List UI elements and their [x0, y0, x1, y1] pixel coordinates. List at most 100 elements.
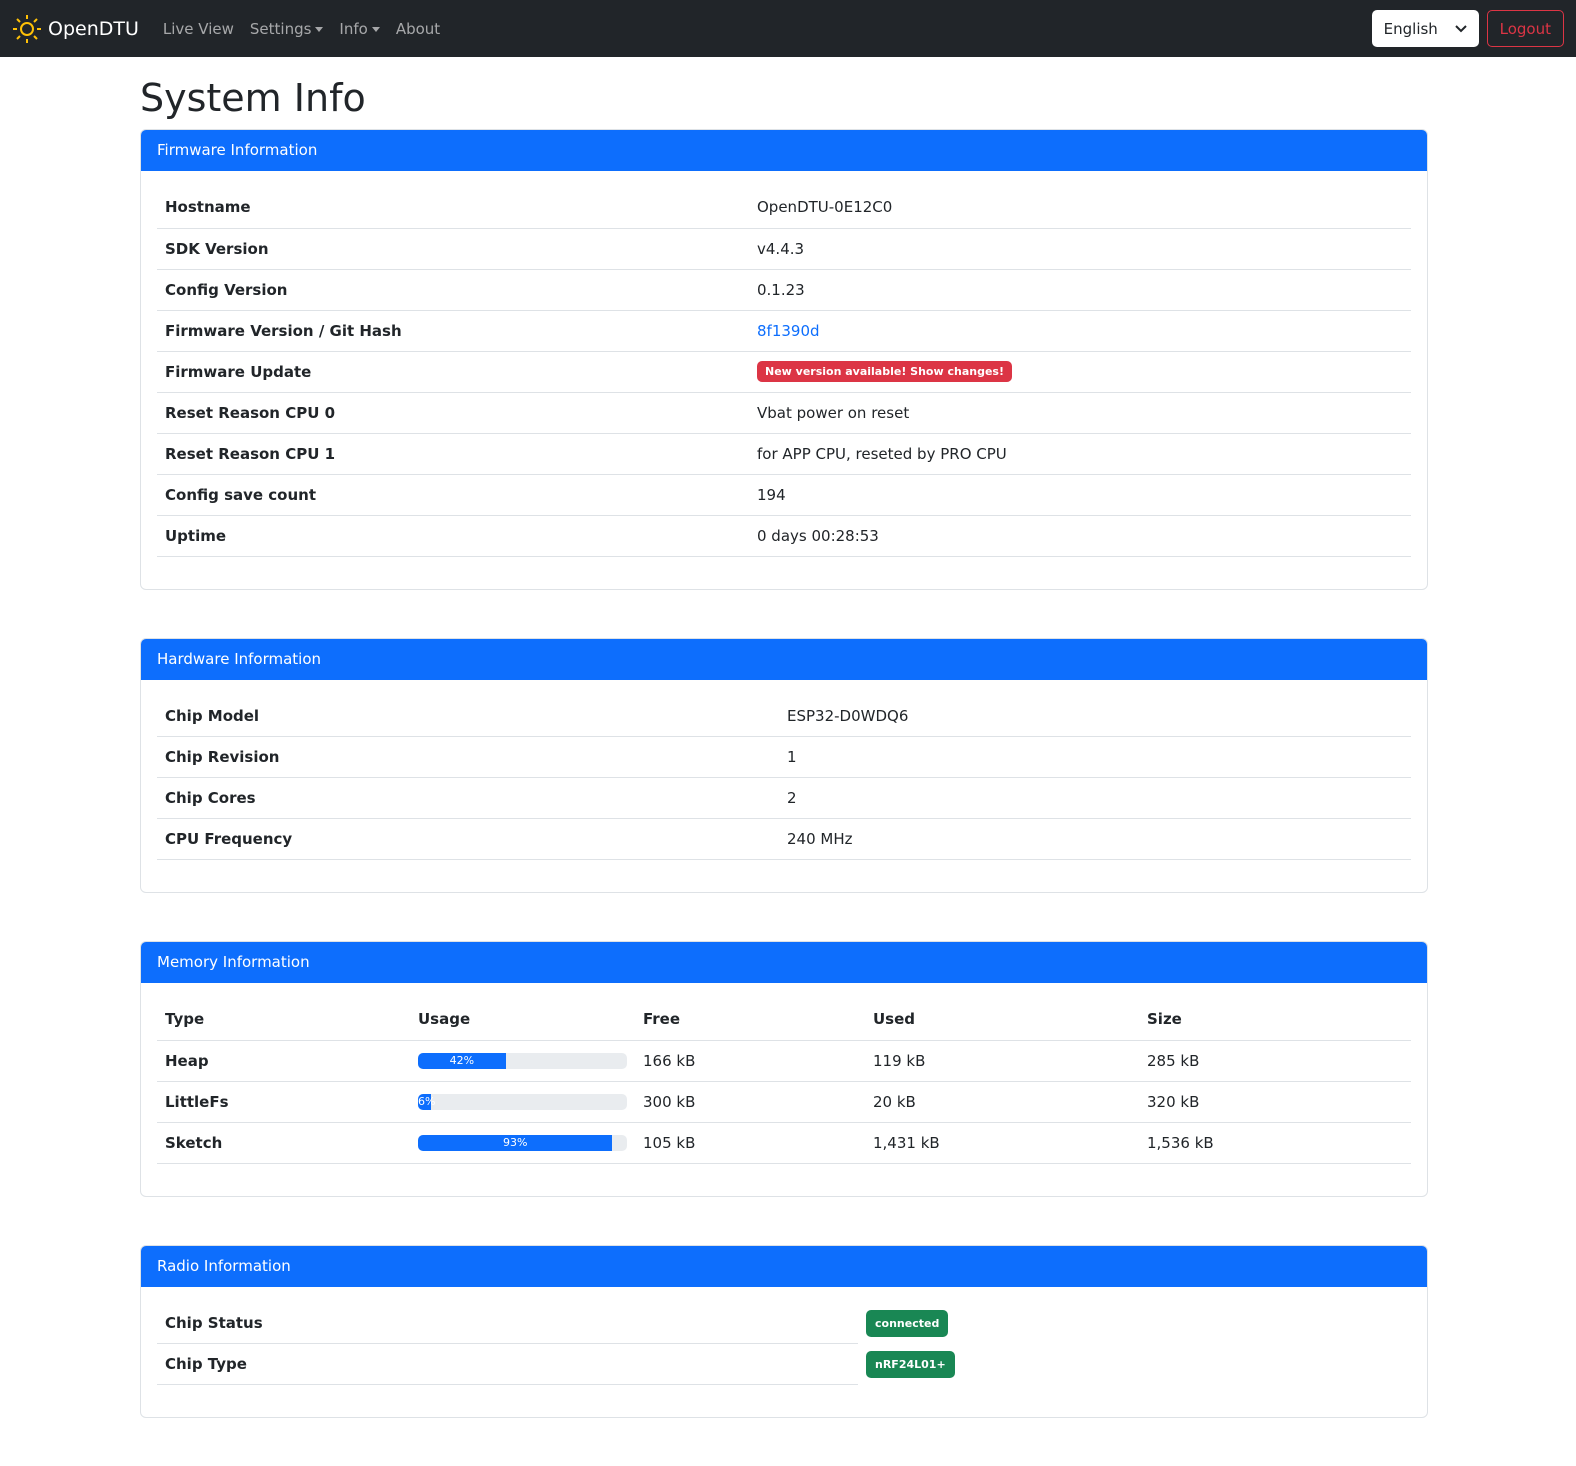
- col-type: Type: [157, 999, 410, 1041]
- language-select[interactable]: English: [1371, 10, 1479, 47]
- value: for APP CPU, reseted by PRO CPU: [749, 433, 1411, 475]
- navbar: OpenDTU Live View Settings Info About En…: [0, 0, 1576, 57]
- table-row: LittleFs 6% 300 kB 20 kB 320 kB: [157, 1081, 1411, 1123]
- used: 119 kB: [865, 1040, 1139, 1082]
- card-header: Firmware Information: [141, 130, 1427, 171]
- card-header: Radio Information: [141, 1245, 1427, 1287]
- table-row: Chip Status connected: [157, 1302, 963, 1344]
- label: Uptime: [157, 515, 749, 557]
- table-row: Chip Type nRF24L01+: [157, 1343, 963, 1385]
- label: Chip Cores: [157, 777, 779, 819]
- radio-table: Chip Status connected Chip Type nRF24L01+: [157, 1302, 963, 1385]
- memory-type: LittleFs: [157, 1081, 410, 1123]
- label: Chip Status: [157, 1302, 858, 1344]
- logout-button[interactable]: Logout: [1486, 10, 1564, 47]
- hardware-card: Hardware Information Chip Model ESP32-D0W…: [140, 637, 1428, 893]
- value: 0 days 00:28:53: [749, 515, 1411, 557]
- value: v4.4.3: [749, 228, 1411, 270]
- label: Config save count: [157, 474, 749, 516]
- card-header: Hardware Information: [141, 638, 1427, 680]
- label: Chip Model: [157, 695, 779, 737]
- usage-fill: 42%: [418, 1052, 506, 1069]
- table-row: Firmware Update New version available! Sh…: [157, 351, 1411, 393]
- memory-table: Type Usage Free Used Size Heap 42% 166 k…: [157, 999, 1411, 1164]
- value: 1: [779, 736, 1411, 778]
- used: 1,431 kB: [865, 1122, 1139, 1164]
- value: OpenDTU-0E12C0: [749, 187, 1411, 229]
- usage-fill: 6%: [418, 1093, 436, 1110]
- used: 20 kB: [865, 1081, 1139, 1123]
- nav-settings[interactable]: Settings: [250, 20, 324, 38]
- table-row: Config save count 194: [157, 474, 1411, 516]
- col-free: Free: [635, 999, 865, 1041]
- usage-progress-bar: 93%: [418, 1134, 627, 1151]
- label: SDK Version: [157, 228, 749, 270]
- table-row: Firmware Version / Git Hash 8f1390d: [157, 310, 1411, 352]
- table-row: Heap 42% 166 kB 119 kB 285 kB: [157, 1040, 1411, 1082]
- label: Hostname: [157, 187, 749, 229]
- update-badge[interactable]: New version available! Show changes!: [757, 361, 1012, 382]
- radio-card: Radio Information Chip Status connected Ch…: [140, 1244, 1428, 1418]
- label: Firmware Update: [157, 351, 749, 393]
- table-row: Reset Reason CPU 0 Vbat power on reset: [157, 392, 1411, 434]
- free: 105 kB: [635, 1122, 865, 1164]
- value: 194: [749, 474, 1411, 516]
- label: Reset Reason CPU 0: [157, 392, 749, 434]
- usage-fill: 93%: [418, 1134, 613, 1151]
- page-title: System Info: [140, 76, 366, 120]
- table-row: Reset Reason CPU 1 for APP CPU, reseted b…: [157, 433, 1411, 475]
- firmware-card: Firmware Information Hostname OpenDTU-0E1…: [140, 129, 1428, 590]
- value: 240 MHz: [779, 818, 1411, 860]
- table-row: SDK Version v4.4.3: [157, 228, 1411, 270]
- nav-settings-label: Settings: [249, 19, 312, 38]
- firmware-table: Hostname OpenDTU-0E12C0 SDK Version v4.4.3 C…: [157, 187, 1411, 557]
- size: 320 kB: [1139, 1081, 1411, 1123]
- table-row: Hostname OpenDTU-0E12C0: [157, 187, 1411, 229]
- status-badge: nRF24L01+: [866, 1350, 955, 1378]
- nav-info[interactable]: Info: [339, 19, 380, 38]
- memory-card: Memory Information Type Usage Free Used …: [140, 941, 1428, 1197]
- memory-type: Sketch: [157, 1122, 410, 1164]
- memory-type: Heap: [157, 1040, 410, 1082]
- value: 0.1.23: [749, 269, 1411, 311]
- language-value: English: [1383, 19, 1438, 38]
- table-row: Sketch 93% 105 kB 1,431 kB 1,536 kB: [157, 1122, 1411, 1164]
- card-header: Memory Information: [141, 942, 1427, 983]
- label: Reset Reason CPU 1: [157, 433, 749, 475]
- table-row: Chip Model ESP32-D0WDQ6: [157, 695, 1411, 737]
- nav-live-view[interactable]: Live View: [162, 19, 234, 38]
- size: 1,536 kB: [1139, 1122, 1411, 1164]
- value: 2: [779, 777, 1411, 819]
- chevron-down-icon: [1454, 24, 1467, 32]
- label: Chip Revision: [157, 736, 779, 778]
- table-row: Chip Revision 1: [157, 736, 1411, 778]
- status-badge: connected: [866, 1309, 949, 1337]
- label: Chip Type: [157, 1343, 858, 1385]
- label: Firmware Version / Git Hash: [157, 310, 749, 352]
- usage-progress-bar: 42%: [418, 1052, 627, 1069]
- value: ESP32-D0WDQ6: [779, 695, 1411, 737]
- free: 166 kB: [635, 1040, 865, 1082]
- nav-about[interactable]: About: [395, 19, 441, 38]
- sun-icon: [13, 14, 41, 43]
- git-hash-link[interactable]: 8f1390d: [757, 321, 820, 340]
- value: Vbat power on reset: [749, 392, 1411, 434]
- brand-link[interactable]: OpenDTU: [12, 14, 139, 44]
- label: Config Version: [157, 269, 749, 311]
- col-used: Used: [865, 999, 1139, 1041]
- brand-name: OpenDTU: [48, 17, 139, 40]
- table-row: CPU Frequency 240 MHz: [157, 818, 1411, 860]
- hardware-table: Chip Model ESP32-D0WDQ6 Chip Revision 1 Chip…: [157, 695, 1411, 860]
- table-row: Config Version 0.1.23: [157, 269, 1411, 311]
- table-row: Uptime 0 days 00:28:53: [157, 515, 1411, 557]
- col-usage: Usage: [410, 999, 635, 1041]
- col-size: Size: [1139, 999, 1411, 1041]
- free: 300 kB: [635, 1081, 865, 1123]
- label: CPU Frequency: [157, 818, 779, 860]
- nav-info-label: Info: [339, 19, 368, 38]
- usage-progress-bar: 6%: [418, 1093, 627, 1110]
- caret-down-icon: [315, 26, 324, 32]
- size: 285 kB: [1139, 1040, 1411, 1082]
- table-row: Chip Cores 2: [157, 777, 1411, 819]
- caret-down-icon: [371, 26, 380, 32]
